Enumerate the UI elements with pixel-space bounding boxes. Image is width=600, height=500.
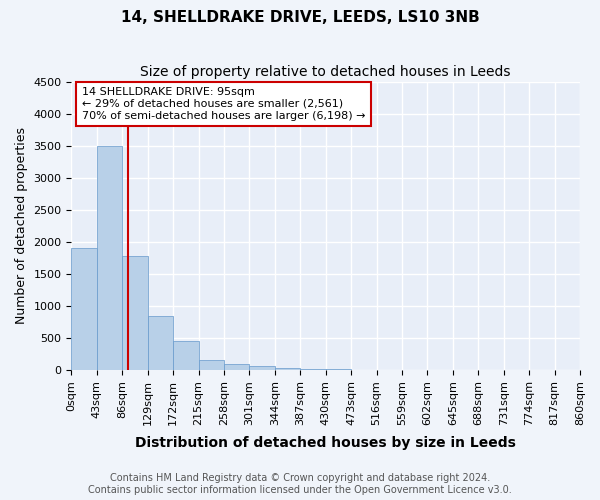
Bar xyxy=(199,360,224,370)
Bar xyxy=(224,364,250,370)
Bar xyxy=(173,341,199,370)
Bar xyxy=(250,366,275,370)
Bar xyxy=(97,146,122,370)
X-axis label: Distribution of detached houses by size in Leeds: Distribution of detached houses by size … xyxy=(135,436,516,450)
Text: 14, SHELLDRAKE DRIVE, LEEDS, LS10 3NB: 14, SHELLDRAKE DRIVE, LEEDS, LS10 3NB xyxy=(121,10,479,25)
Bar xyxy=(71,248,97,370)
Bar xyxy=(300,369,326,370)
Bar xyxy=(148,316,173,370)
Y-axis label: Number of detached properties: Number of detached properties xyxy=(15,128,28,324)
Bar xyxy=(122,256,148,370)
Text: 14 SHELLDRAKE DRIVE: 95sqm
← 29% of detached houses are smaller (2,561)
70% of s: 14 SHELLDRAKE DRIVE: 95sqm ← 29% of deta… xyxy=(82,88,365,120)
Text: Contains HM Land Registry data © Crown copyright and database right 2024.
Contai: Contains HM Land Registry data © Crown c… xyxy=(88,474,512,495)
Title: Size of property relative to detached houses in Leeds: Size of property relative to detached ho… xyxy=(140,65,511,79)
Bar xyxy=(275,368,300,370)
